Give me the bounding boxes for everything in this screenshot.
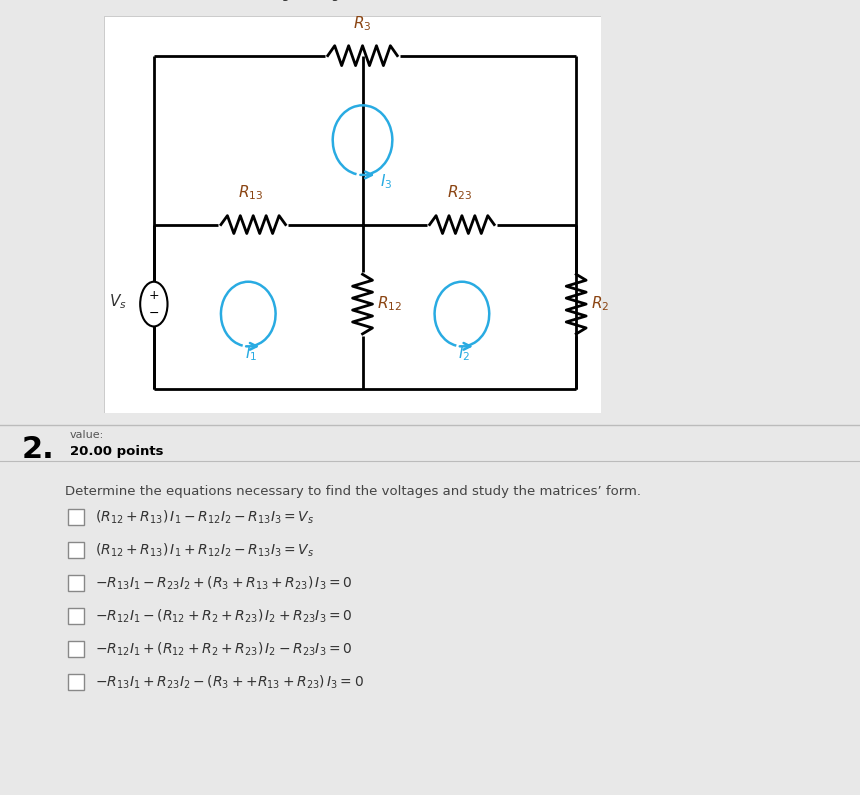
Text: $R_{23}$: $R_{23}$: [447, 184, 472, 202]
Text: $(R_{12} + R_{13})\,I_1 - R_{12}I_2 - R_{13}I_3 = V_s$: $(R_{12} + R_{13})\,I_1 - R_{12}I_2 - R_…: [95, 509, 314, 526]
Ellipse shape: [140, 281, 168, 327]
Text: $R_2$: $R_2$: [591, 295, 610, 313]
Text: $V_s$: $V_s$: [108, 293, 126, 311]
Text: $(R_{12} + R_{13})\,I_1 + R_{12}I_2 - R_{13}I_3 = V_s$: $(R_{12} + R_{13})\,I_1 + R_{12}I_2 - R_…: [95, 541, 314, 559]
Text: $I_3$: $I_3$: [380, 173, 392, 191]
Text: +: +: [149, 289, 159, 301]
Text: $-R_{12}I_1 + (R_{12} + R_2 + R_{23})\,I_2 - R_{23}I_3 = 0$: $-R_{12}I_1 + (R_{12} + R_2 + R_{23})\,I…: [95, 641, 353, 658]
Text: value:: value:: [70, 430, 104, 440]
Bar: [68, 608, 84, 624]
Bar: [68, 510, 84, 525]
Bar: [68, 576, 84, 591]
Text: −: −: [149, 307, 159, 320]
Text: $I_1$: $I_1$: [244, 344, 257, 363]
Text: $-R_{13}I_1 - R_{23}I_2 + (R_3 + R_{13} + R_{23})\,I_3 = 0$: $-R_{13}I_1 - R_{23}I_2 + (R_3 + R_{13} …: [95, 575, 353, 592]
Text: 20.00 points: 20.00 points: [70, 445, 163, 459]
Text: 2.: 2.: [22, 436, 55, 464]
Text: $R_{13}$: $R_{13}$: [238, 184, 263, 202]
Text: Determine the equations necessary to find the voltages and study the matrices’ f: Determine the equations necessary to fin…: [65, 486, 641, 498]
Text: $I_2$: $I_2$: [458, 344, 470, 363]
Bar: [68, 674, 84, 690]
Text: Consider the circuit in the given figure.: Consider the circuit in the given figure…: [104, 0, 366, 1]
Text: $R_{12}$: $R_{12}$: [378, 295, 402, 313]
Bar: [68, 642, 84, 657]
Text: $-R_{13}I_1 + R_{23}I_2 - (R_3 + {+}R_{13} + R_{23})\,I_3 = 0$: $-R_{13}I_1 + R_{23}I_2 - (R_3 + {+}R_{1…: [95, 673, 364, 691]
Text: $R_3$: $R_3$: [353, 14, 372, 33]
Text: $-R_{12}I_1 - (R_{12} + R_2 + R_{23})\,I_2 + R_{23}I_3 = 0$: $-R_{12}I_1 - (R_{12} + R_2 + R_{23})\,I…: [95, 607, 353, 625]
Bar: [68, 542, 84, 558]
